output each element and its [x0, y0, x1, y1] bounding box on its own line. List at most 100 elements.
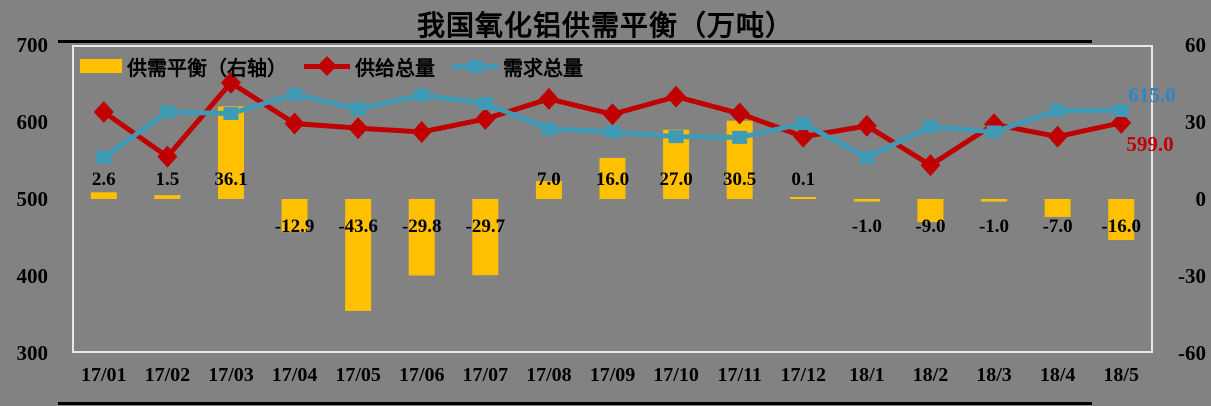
balance-bar [599, 157, 626, 199]
x-axis-label: 18/3 [976, 364, 1012, 386]
supply-marker-diamond [348, 117, 369, 140]
supply-marker-diamond [1047, 125, 1068, 148]
demand-marker-square [223, 107, 239, 121]
left-axis-tick: 300 [16, 341, 49, 365]
left-axis-tick: 400 [16, 264, 49, 288]
bar-value-label: -9.0 [915, 216, 946, 237]
x-axis-label: 17/09 [589, 364, 636, 386]
bar-value-label: -29.7 [465, 216, 506, 237]
x-axis-label: 18/2 [912, 364, 949, 386]
balance-bar [1044, 199, 1071, 217]
right-axis-tick: 0 [1195, 187, 1207, 211]
supply-marker-diamond [793, 125, 814, 148]
supply-marker-diamond [157, 145, 178, 168]
x-axis-label: 17/04 [271, 364, 318, 386]
supply-marker-diamond [411, 121, 432, 144]
legend-item-supply: 供给总量 [304, 52, 435, 81]
balance-bar-swatch-icon [80, 59, 122, 73]
bar-value-label: 2.6 [91, 169, 116, 190]
balance-bar [917, 199, 944, 223]
supply-marker-diamond [1111, 111, 1132, 134]
x-axis-label: 17/08 [526, 364, 572, 386]
bar-value-label: 30.5 [723, 169, 757, 190]
demand-marker-square [732, 130, 748, 144]
bottom-rule [58, 402, 1092, 405]
supply-line-swatch-icon [304, 55, 350, 76]
x-axis-label: 17/03 [208, 364, 254, 386]
bar-value-label: 36.1 [214, 169, 248, 190]
diamond-marker-icon [317, 55, 337, 76]
legend-label-supply: 供给总量 [355, 57, 435, 80]
balance-bar [154, 195, 181, 199]
balance-bar [1108, 199, 1135, 241]
balance-bar [535, 181, 562, 199]
right-axis-tick: -30 [1178, 264, 1206, 288]
legend-label-demand: 需求总量 [503, 57, 583, 80]
legend-item-balance: 供需平衡（右轴） [80, 52, 287, 81]
supply-marker-diamond [93, 100, 114, 123]
supply-marker-diamond [538, 87, 559, 110]
x-axis-label: 17/05 [335, 364, 381, 386]
bar-value-label: 0.1 [791, 169, 816, 190]
demand-marker-square [287, 87, 303, 101]
chart-title: 我国氧化铝供需平衡（万吨） [416, 11, 794, 42]
bar-value-label: 27.0 [659, 169, 693, 190]
plot-area [72, 45, 1153, 353]
left-axis-tick: 600 [16, 110, 49, 134]
supply-marker-diamond [920, 154, 941, 177]
supply-marker-diamond [220, 71, 241, 94]
bar-value-label: -12.9 [274, 216, 315, 237]
supply-end-value-label: 599.0 [1126, 132, 1174, 156]
legend: 供需平衡（右轴） 供给总量 需求总量 [80, 51, 583, 81]
supply-marker-diamond [475, 107, 496, 130]
x-axis-label: 17/12 [780, 364, 827, 386]
demand-marker-square [159, 105, 175, 119]
balance-bar [981, 199, 1008, 202]
x-axis-label: 17/01 [81, 364, 127, 386]
balance-bar [217, 106, 244, 199]
demand-marker-square [1050, 103, 1066, 117]
demand-marker-square [414, 88, 430, 102]
bar-value-label: -16.0 [1101, 216, 1141, 237]
balance-bar [90, 192, 117, 199]
supply-marker-diamond [284, 112, 305, 135]
balance-bar [408, 199, 435, 276]
x-axis-label: 17/02 [144, 364, 191, 386]
demand-marker-square [859, 150, 875, 164]
bar-value-label: 7.0 [537, 169, 561, 190]
supply-marker-diamond [666, 85, 687, 108]
demand-marker-square [1113, 103, 1129, 117]
demand-marker-square [986, 125, 1002, 139]
demand-end-value-label: 615.0 [1128, 83, 1176, 107]
demand-marker-square [350, 102, 366, 116]
supply-marker-diamond [602, 103, 623, 126]
balance-bar [281, 199, 308, 233]
x-axis-label: 18/5 [1103, 364, 1139, 386]
right-axis-tick: -60 [1178, 341, 1206, 365]
right-axis-tick: 30 [1185, 110, 1206, 134]
legend-item-demand: 需求总量 [452, 52, 583, 81]
title-rule [58, 40, 1092, 43]
demand-marker-square [605, 125, 620, 139]
bar-value-label: -7.0 [1042, 216, 1073, 237]
bar-value-label: -43.6 [338, 216, 378, 237]
demand-line-swatch-icon [452, 59, 498, 73]
x-axis-label: 17/07 [462, 364, 509, 386]
legend-label-balance: 供需平衡（右轴） [127, 57, 287, 80]
demand-marker-square [795, 117, 811, 131]
x-axis-label: 18/1 [849, 364, 885, 386]
demand-marker-square [922, 120, 938, 134]
supply-marker-diamond [729, 102, 750, 125]
balance-bar [853, 199, 880, 202]
demand-marker-square [96, 150, 112, 164]
bar-value-label: 16.0 [595, 169, 630, 190]
balance-bar [790, 197, 817, 199]
left-axis-tick: 500 [16, 187, 49, 211]
bar-value-label: -1.0 [851, 216, 882, 237]
right-axis-tick: 60 [1185, 33, 1206, 57]
bar-value-label: 1.5 [155, 169, 180, 190]
x-axis-label: 18/4 [1039, 364, 1076, 386]
square-marker-icon [468, 59, 483, 73]
